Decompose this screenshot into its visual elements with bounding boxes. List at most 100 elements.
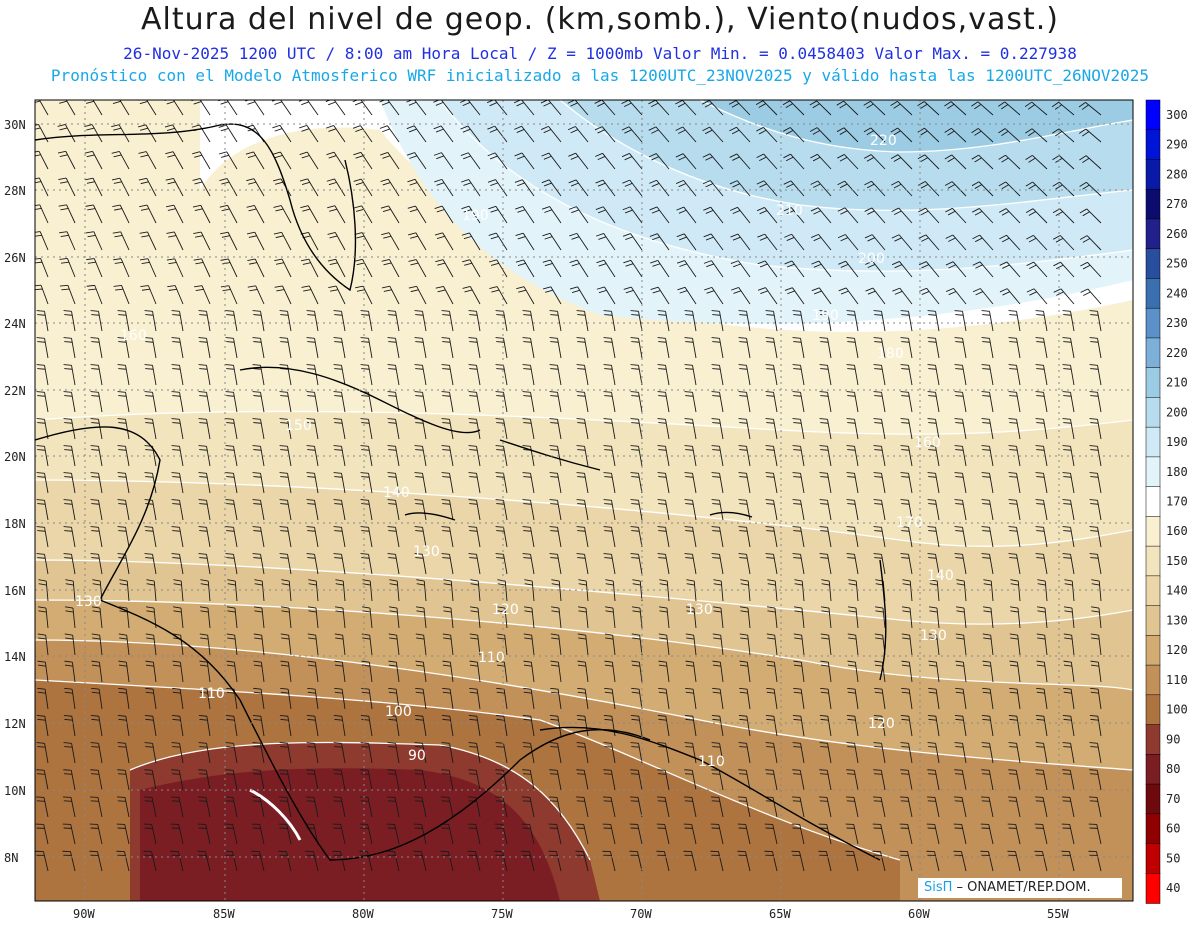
- wind-barb: [568, 152, 589, 170]
- wind-barb: [900, 553, 913, 575]
- wind-barb: [792, 445, 805, 467]
- wind-barb: [225, 769, 238, 791]
- wind-barb: [712, 687, 724, 710]
- wind-barb: [299, 124, 319, 143]
- wind-barb: [219, 178, 238, 197]
- wind-barb: [541, 125, 562, 143]
- wind-barb: [577, 660, 589, 683]
- wind-barb: [602, 823, 616, 845]
- wind-barb: [469, 687, 481, 710]
- wind-barb: [199, 660, 211, 683]
- wind-barb: [171, 769, 184, 791]
- wind-barb: [944, 154, 967, 170]
- wind-barb: [37, 633, 49, 656]
- wind-barb: [784, 287, 805, 305]
- wind-barb: [755, 100, 778, 116]
- wind-barb: [900, 742, 913, 764]
- wind-barb: [783, 180, 805, 197]
- wind-barb: [765, 499, 778, 521]
- wind-barb: [683, 796, 697, 818]
- wind-barb: [172, 660, 184, 683]
- wind-barb: [631, 606, 643, 629]
- wind-barb: [1089, 364, 1102, 386]
- wind-barb: [36, 553, 49, 575]
- wind-barb: [332, 796, 346, 818]
- wind-barb: [576, 553, 589, 575]
- wind-barb: [783, 207, 805, 224]
- wind-barb: [899, 850, 913, 872]
- wind-barb: [247, 258, 265, 278]
- wind-barb: [63, 472, 76, 494]
- wind-barb: [433, 152, 454, 170]
- wind-barb: [144, 553, 157, 575]
- wind-barb: [468, 472, 481, 494]
- wind-barb: [738, 364, 751, 386]
- wind-barb: [819, 445, 832, 467]
- contour-label: 120: [492, 602, 519, 618]
- wind-barb: [782, 127, 805, 143]
- wind-barb: [793, 606, 805, 629]
- wind-barb: [677, 286, 697, 305]
- wind-barb: [972, 288, 994, 305]
- wind-barb: [171, 445, 184, 467]
- wind-barb: [1009, 660, 1021, 683]
- wind-barb: [272, 151, 292, 170]
- wind-barb: [684, 714, 697, 737]
- wind-barb: [767, 579, 778, 602]
- wind-barb: [927, 769, 940, 791]
- wind-barb: [603, 499, 616, 521]
- wind-barb: [549, 526, 562, 548]
- wind-barb: [900, 769, 913, 791]
- wind-barb: [1008, 742, 1021, 764]
- wind-barb: [521, 823, 535, 845]
- wind-barb: [739, 687, 751, 710]
- wind-barb: [944, 101, 967, 116]
- wind-barb: [220, 231, 238, 251]
- wind-barb: [569, 286, 589, 305]
- wind-barb: [407, 178, 427, 197]
- wind-barb: [1034, 796, 1048, 818]
- wind-barb: [360, 742, 373, 764]
- wind-barb: [676, 206, 697, 224]
- wind-barb: [756, 153, 778, 170]
- wind-barb: [631, 687, 643, 710]
- wind-barb: [820, 660, 832, 683]
- wind-barb: [846, 364, 859, 386]
- wind-barb: [819, 472, 832, 494]
- wind-barb: [143, 850, 157, 872]
- wind-barb: [192, 178, 211, 197]
- wind-barb: [757, 260, 778, 278]
- wind-barb: [1062, 391, 1075, 413]
- wind-barb: [874, 606, 886, 629]
- wind-barb: [487, 125, 508, 143]
- wind-barb: [469, 633, 481, 656]
- wind-barb: [712, 606, 724, 629]
- wind-barb: [515, 232, 535, 251]
- wind-barb: [793, 633, 805, 656]
- wind-barb: [710, 850, 724, 872]
- wind-barb: [983, 579, 994, 602]
- wind-barb: [306, 418, 319, 440]
- wind-barb: [766, 687, 778, 710]
- wind-barb: [711, 418, 724, 440]
- wind-barb: [63, 445, 76, 467]
- wind-barb: [766, 660, 778, 683]
- wind-barb: [1035, 553, 1048, 575]
- wind-barb: [982, 660, 994, 683]
- wind-barb: [685, 687, 697, 710]
- wind-barb: [278, 796, 292, 818]
- wind-barb: [441, 337, 454, 359]
- wind-barb: [514, 152, 535, 170]
- wind-barb: [569, 259, 589, 278]
- wind-barb: [900, 445, 913, 467]
- wind-barb: [333, 714, 346, 737]
- wind-barb: [91, 660, 103, 683]
- wind-barb: [765, 714, 778, 737]
- wind-barb: [90, 337, 103, 359]
- colorbar-swatch: [1145, 159, 1161, 190]
- wind-barb: [604, 633, 616, 656]
- wind-barb: [252, 499, 265, 521]
- wind-barb: [225, 472, 238, 494]
- wind-barb: [1034, 850, 1048, 872]
- lat-label: 24N: [4, 317, 26, 331]
